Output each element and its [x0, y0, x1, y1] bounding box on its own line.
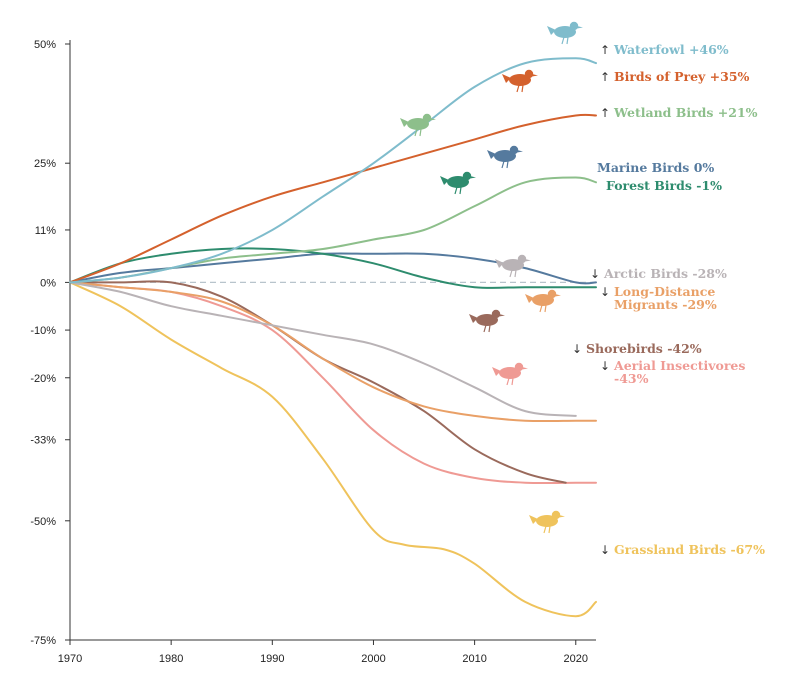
- y-tick-label: -75%: [30, 635, 56, 647]
- duck-icon: [547, 21, 583, 45]
- series-label-grassland-birds: Grassland Birds -67%: [614, 542, 765, 557]
- curlew-icon: [469, 309, 505, 333]
- y-tick-label: 50%: [34, 39, 56, 51]
- y-tick-label: -33%: [30, 435, 56, 447]
- series-label-long-distance-migrants: Long-Distance: [614, 284, 715, 299]
- trend-arrow-down-icon: ↓: [600, 285, 610, 299]
- series-labels: ↓ Grassland Birds -67%↓ Aerial Insectivore…: [572, 42, 765, 557]
- trend-arrow-down-icon: ↓: [600, 543, 610, 557]
- trend-arrow-down-icon: ↓: [572, 342, 582, 356]
- series-label-aerial-insectivores: -43%: [614, 371, 649, 386]
- trend-arrow-up-icon: ↑: [600, 70, 610, 84]
- y-tick-label: 0%: [40, 277, 56, 289]
- axes: 50% 25% 11% 0% -10% -20% -33% -50% -75%1970 1980 1…: [30, 39, 596, 665]
- warbler-icon: [525, 289, 561, 313]
- series-lines: [69, 57, 597, 618]
- series-line-forest-birds: [69, 247, 597, 289]
- series-line-birds-of-prey: [69, 113, 597, 284]
- series-line-grassland-birds: [69, 281, 597, 618]
- y-tick-label: 11%: [35, 225, 56, 237]
- ptarmigan-icon: [495, 254, 531, 278]
- y-tick-label: 25%: [34, 158, 56, 170]
- bird-icons: [400, 21, 583, 534]
- raptor-icon: [502, 69, 538, 93]
- seabird-icon: [487, 145, 523, 169]
- trend-arrow-down-icon: ↓: [590, 267, 600, 281]
- x-tick-label: 1970: [58, 653, 82, 665]
- series-line-long-distance-migrants: [69, 281, 597, 423]
- series-label-birds-of-prey: Birds of Prey +35%: [614, 69, 750, 84]
- series-label-shorebirds: Shorebirds -42%: [586, 341, 702, 356]
- swallow-icon: [492, 362, 528, 386]
- songbird-icon: [440, 171, 476, 195]
- series-line-waterfowl: [69, 57, 597, 284]
- series-label-wetland-birds: Wetland Birds +21%: [613, 105, 758, 120]
- trend-arrow-down-icon: ↓: [600, 359, 610, 373]
- heron-icon: [400, 113, 436, 137]
- series-label-long-distance-migrants: Migrants -29%: [614, 297, 717, 312]
- x-tick-label: 2010: [462, 653, 486, 665]
- x-tick-label: 2000: [361, 653, 385, 665]
- series-label-marine-birds: Marine Birds 0%: [597, 160, 714, 175]
- x-tick-label: 1990: [260, 653, 284, 665]
- trend-arrow-up-icon: ↑: [600, 43, 610, 57]
- y-tick-label: -50%: [30, 516, 56, 528]
- x-tick-label: 1980: [159, 653, 183, 665]
- series-line-aerial-insectivores: [69, 281, 597, 485]
- series-label-arctic-birds: Arctic Birds -28%: [603, 266, 727, 281]
- meadowlark-icon: [529, 510, 565, 534]
- series-line-arctic-birds: [69, 281, 577, 417]
- trend-arrow-up-icon: ↑: [600, 106, 610, 120]
- y-tick-label: -20%: [30, 373, 56, 385]
- series-label-aerial-insectivores: Aerial Insectivores: [613, 358, 745, 373]
- series-label-waterfowl: Waterfowl +46%: [613, 42, 729, 57]
- series-label-forest-birds: Forest Birds -1%: [606, 178, 722, 193]
- y-tick-label: -10%: [30, 325, 56, 337]
- x-tick-label: 2020: [564, 653, 588, 665]
